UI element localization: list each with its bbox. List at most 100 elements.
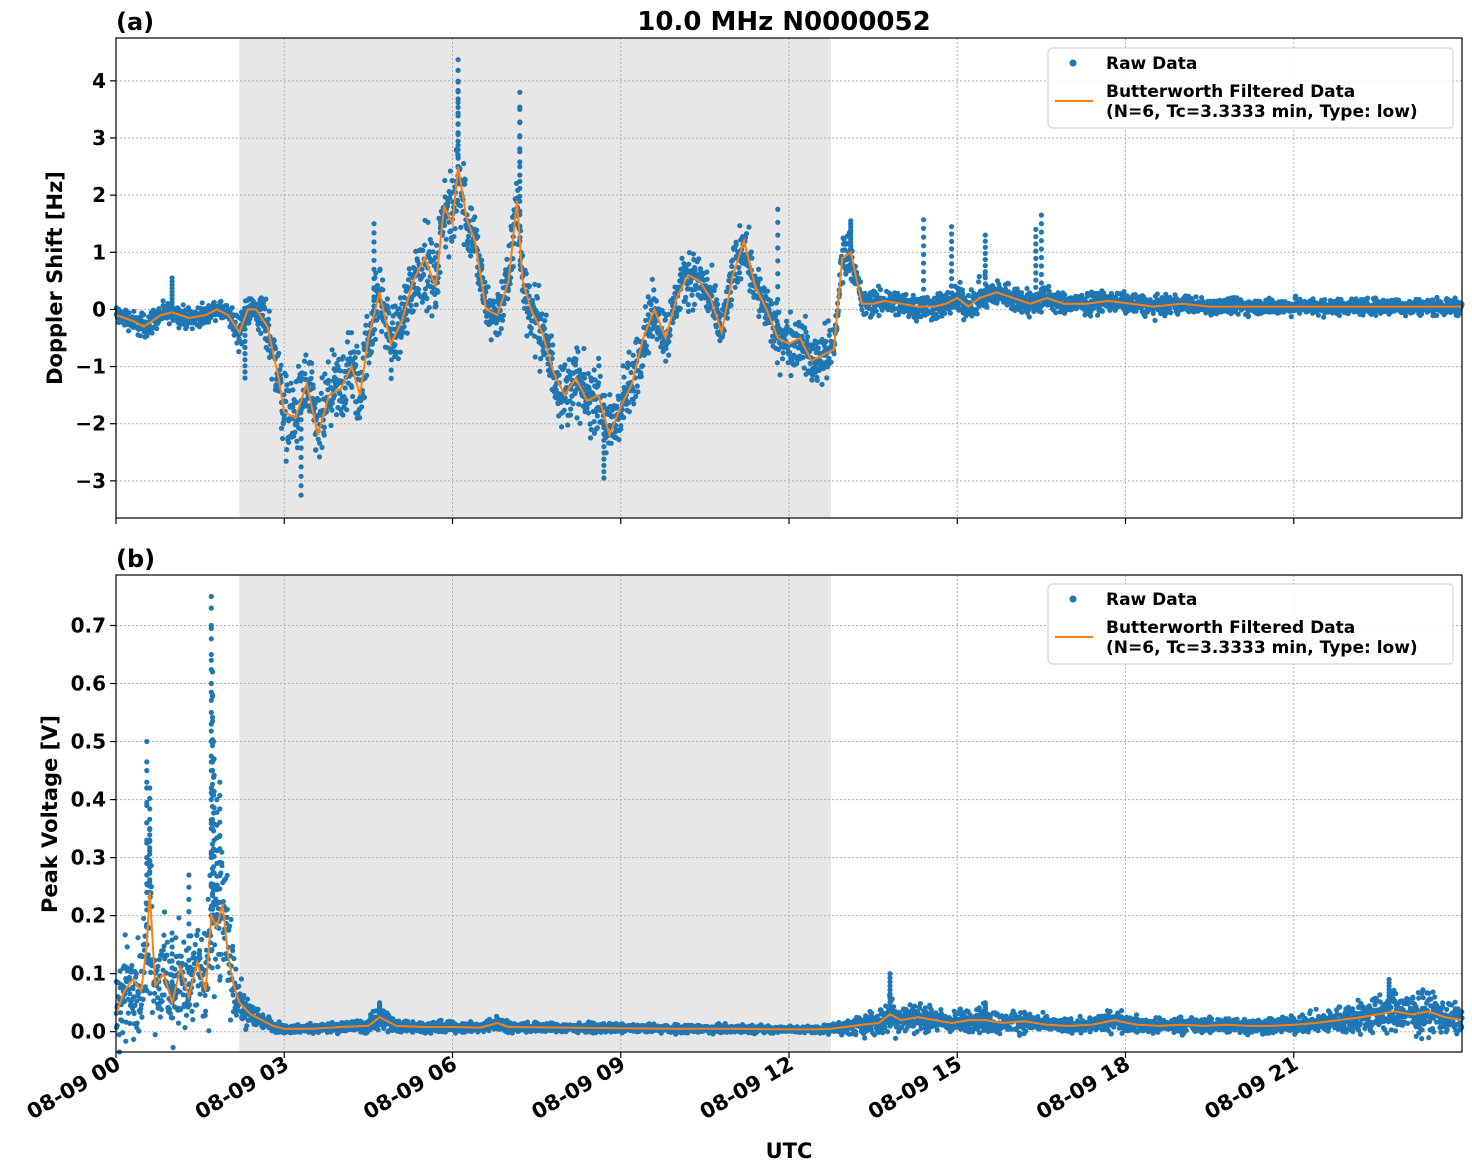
raw-point [451,234,457,240]
raw-spike-point [455,57,461,63]
raw-point [425,219,431,225]
raw-point [462,181,468,187]
raw-point [126,310,132,316]
raw-point [1046,283,1052,289]
raw-point [474,227,480,233]
raw-point [1152,317,1158,323]
raw-point [217,974,223,980]
raw-point [665,311,672,317]
raw-point [160,298,166,304]
raw-point [152,990,158,996]
raw-point [319,444,325,450]
raw-point [127,1020,133,1026]
raw-point [315,436,321,442]
raw-point [388,375,394,381]
raw-point [269,376,275,382]
raw-point [685,308,692,314]
raw-point [283,373,289,379]
raw-point [537,368,543,374]
raw-point [974,311,980,317]
raw-point [329,400,335,406]
raw-point [292,429,298,435]
raw-point [337,368,343,374]
raw-point [873,308,879,314]
raw-point [1402,313,1409,319]
raw-spike-point [775,245,781,251]
raw-spike-point [1038,263,1044,269]
raw-point [631,401,637,407]
raw-point [574,415,580,421]
raw-point [379,328,385,335]
raw-point [238,976,244,982]
raw-point [642,304,649,310]
raw-point [205,896,211,902]
raw-point [125,1010,131,1016]
raw-point [166,321,172,327]
raw-point [218,951,224,957]
raw-point [229,305,235,311]
raw-point [294,421,300,427]
raw-point [1099,308,1105,314]
raw-point [154,326,160,332]
raw-point [596,355,602,361]
raw-point [329,407,335,413]
raw-point [286,439,292,445]
raw-spike-point [242,344,248,351]
raw-point [350,393,356,400]
raw-spike-point [775,232,781,238]
raw-point [819,381,825,387]
raw-point [263,296,269,302]
raw-point [372,336,378,342]
raw-point [303,352,309,358]
raw-point [405,277,412,283]
raw-point [733,242,739,248]
y-tick-label-a-0: −3 [75,469,106,493]
raw-point [1235,311,1241,317]
y-tick-label-a-3: 0 [92,297,106,321]
raw-point [769,301,775,307]
raw-point [547,372,553,378]
raw-point [392,342,398,348]
raw-point [581,375,588,381]
raw-point [715,301,721,307]
raw-point [638,373,644,380]
raw-point [139,1014,145,1020]
raw-point [802,325,808,331]
raw-point [788,372,794,379]
raw-point [663,346,669,352]
raw-point [729,263,735,270]
raw-point [396,306,402,312]
raw-point [1132,292,1138,298]
raw-spike-point [982,232,988,238]
raw-spike-point [601,456,607,462]
raw-spike-point [455,87,461,94]
raw-point [212,318,219,324]
raw-point [662,317,668,323]
raw-point [432,254,438,261]
raw-point [576,401,582,407]
raw-point [331,352,337,358]
raw-spike-point [921,269,927,275]
raw-point [565,422,571,428]
raw-point [587,421,593,427]
raw-point [344,339,350,345]
raw-point [581,345,587,352]
raw-point [433,303,439,309]
raw-point [1315,312,1321,318]
y-tick-label-a-2: −1 [75,355,106,379]
raw-spike-point [371,230,377,236]
raw-point [301,358,308,364]
raw-point [357,415,363,421]
raw-point [187,1002,193,1008]
raw-point [534,295,541,301]
raw-point [651,322,657,328]
raw-point [170,1044,176,1051]
raw-point [131,1036,137,1042]
raw-point [634,383,640,389]
raw-point [472,214,478,220]
raw-spike-point [455,155,461,161]
raw-point [651,287,657,293]
raw-point [361,394,368,400]
raw-point [539,311,545,317]
raw-point [152,1032,158,1038]
